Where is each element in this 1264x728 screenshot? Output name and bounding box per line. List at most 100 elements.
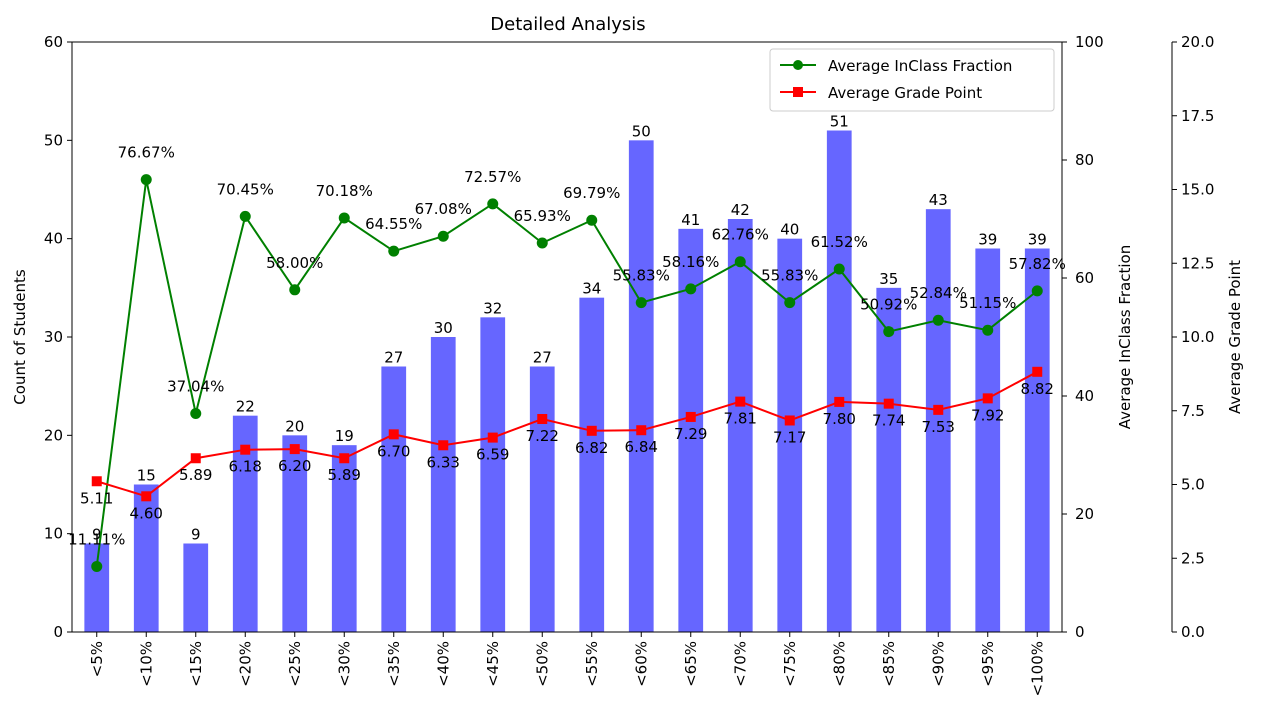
inclass-fraction-label: 37.04% [167,377,224,395]
right-axis-1-tick-label: 100 [1075,33,1104,51]
right-axis-1-tick-label: 80 [1075,151,1094,169]
plot-frame [71,41,1063,633]
bar-value-label: 50 [632,122,651,140]
bar [975,248,1001,632]
legend-inclass-label: Average InClass Fraction [828,57,1012,75]
x-axis-tick-label: <30% [335,641,353,687]
inclass-fraction-point [487,198,499,210]
right-axis-1-label: Average InClass Fraction [1116,245,1134,429]
inclass-fraction-label: 72.57% [464,168,521,186]
x-axis-tick-label: <65% [682,641,700,687]
inclass-fraction-point [635,297,647,309]
grade-point-line [96,370,1038,498]
inclass-fraction-point [338,212,350,224]
grade-point-point [91,476,102,487]
x-axis-tick-label: <100% [1028,641,1046,696]
grade-point-label: 6.82 [575,439,608,457]
inclass-fraction-line [95,179,1038,567]
inclass-fraction-point [91,560,103,572]
grade-point-label: 6.18 [229,458,262,476]
grade-point-label: 7.17 [773,428,806,446]
inclass-fraction-point [784,297,796,309]
bar [678,228,704,633]
left-axis-tick-label: 10 [44,525,63,543]
right-axis-2-tick-label: 5.0 [1181,476,1205,494]
right-axis-2-tick-label: 20.0 [1181,33,1214,51]
bar-value-label: 32 [483,299,502,317]
bar [727,219,753,632]
left-axis-tick-label: 0 [53,623,63,641]
x-axis-tick-label: <35% [385,641,403,687]
grade-point-label: 6.20 [278,457,311,475]
right-axis-1-tick-label: 0 [1075,623,1085,641]
grade-point-point [190,453,201,464]
x-axis-tick-label: <60% [632,641,650,687]
inclass-fraction-label: 70.45% [217,180,274,198]
bar-value-label: 40 [780,221,799,239]
grade-point-label: 5.11 [80,489,113,507]
grade-point-label: 5.89 [328,466,361,484]
legend-grade-marker [793,87,803,97]
bar-value-label: 30 [434,319,453,337]
bar-value-label: 27 [384,349,403,367]
grade-point-label: 7.81 [724,410,757,428]
legend-grade-label: Average Grade Point [828,84,982,102]
inclass-fraction-label: 51.15% [959,294,1016,312]
bar [133,484,159,632]
grade-point-point [784,415,795,426]
right-axis-1-tick-label: 40 [1075,387,1094,405]
x-axis-tick-label: <10% [137,641,155,687]
bar [628,140,654,633]
inclass-fraction-point [190,407,202,419]
right-axis-2-tick-label: 2.5 [1181,549,1205,567]
inclass-fraction-point [1031,285,1043,297]
grade-point-label: 4.60 [130,504,163,522]
grade-point-label: 6.33 [427,453,460,471]
inclass-fraction-point [536,237,548,249]
inclass-fraction-point [982,324,994,336]
inclass-fraction-point [289,284,301,296]
bar-value-label: 19 [335,427,354,445]
bar [876,287,902,632]
grade-point-point [586,425,597,436]
inclass-fraction-point [685,283,697,295]
grade-point-point [289,444,300,455]
x-axis-tick-label: <95% [979,641,997,687]
x-axis-tick-label: <40% [434,641,452,687]
grade-point-label: 7.80 [823,410,856,428]
bar-value-label: 35 [879,270,898,288]
x-axis-tick-label: <80% [830,641,848,687]
grade-point-label: 7.74 [872,412,905,430]
inclass-fraction-point [140,174,152,186]
bar [529,366,555,632]
inclass-fraction-label: 52.84% [910,284,967,302]
left-axis-label: Count of Students [11,269,29,405]
x-axis-tick-label: <20% [236,641,254,687]
left-axis-tick-label: 20 [44,426,63,444]
grade-point-label: 7.53 [922,418,955,436]
legend-box [769,48,1055,112]
inclass-fraction-label: 55.83% [761,267,818,285]
grade-point-label: 8.82 [1021,380,1054,398]
grade-point-label: 7.22 [526,427,559,445]
inclass-fraction-point [932,314,944,326]
x-axis-tick-label: <55% [583,641,601,687]
grade-point-point [636,425,647,436]
right-axis-2-label: Average Grade Point [1226,260,1244,414]
x-axis-tick-label: <90% [929,641,947,687]
legend: Average InClass Fraction Average Grade P… [769,48,1055,112]
inclass-fraction-point [833,263,845,275]
grade-point-point [339,453,350,464]
inclass-fraction-label: 11.11% [68,530,125,548]
bar-value-label: 22 [236,398,255,416]
bar-value-label: 27 [533,349,552,367]
grade-point-label: 7.92 [971,406,1004,424]
inclass-fraction-label: 70.18% [316,182,373,200]
right-axis-2-tick-label: 12.5 [1181,254,1214,272]
x-axis-tick-label: <15% [187,641,205,687]
bar-value-label: 51 [830,113,849,131]
bar [1024,248,1050,632]
inclass-fraction-label: 65.93% [514,207,571,225]
x-axis-tick-label: <50% [533,641,551,687]
bar [430,337,456,632]
